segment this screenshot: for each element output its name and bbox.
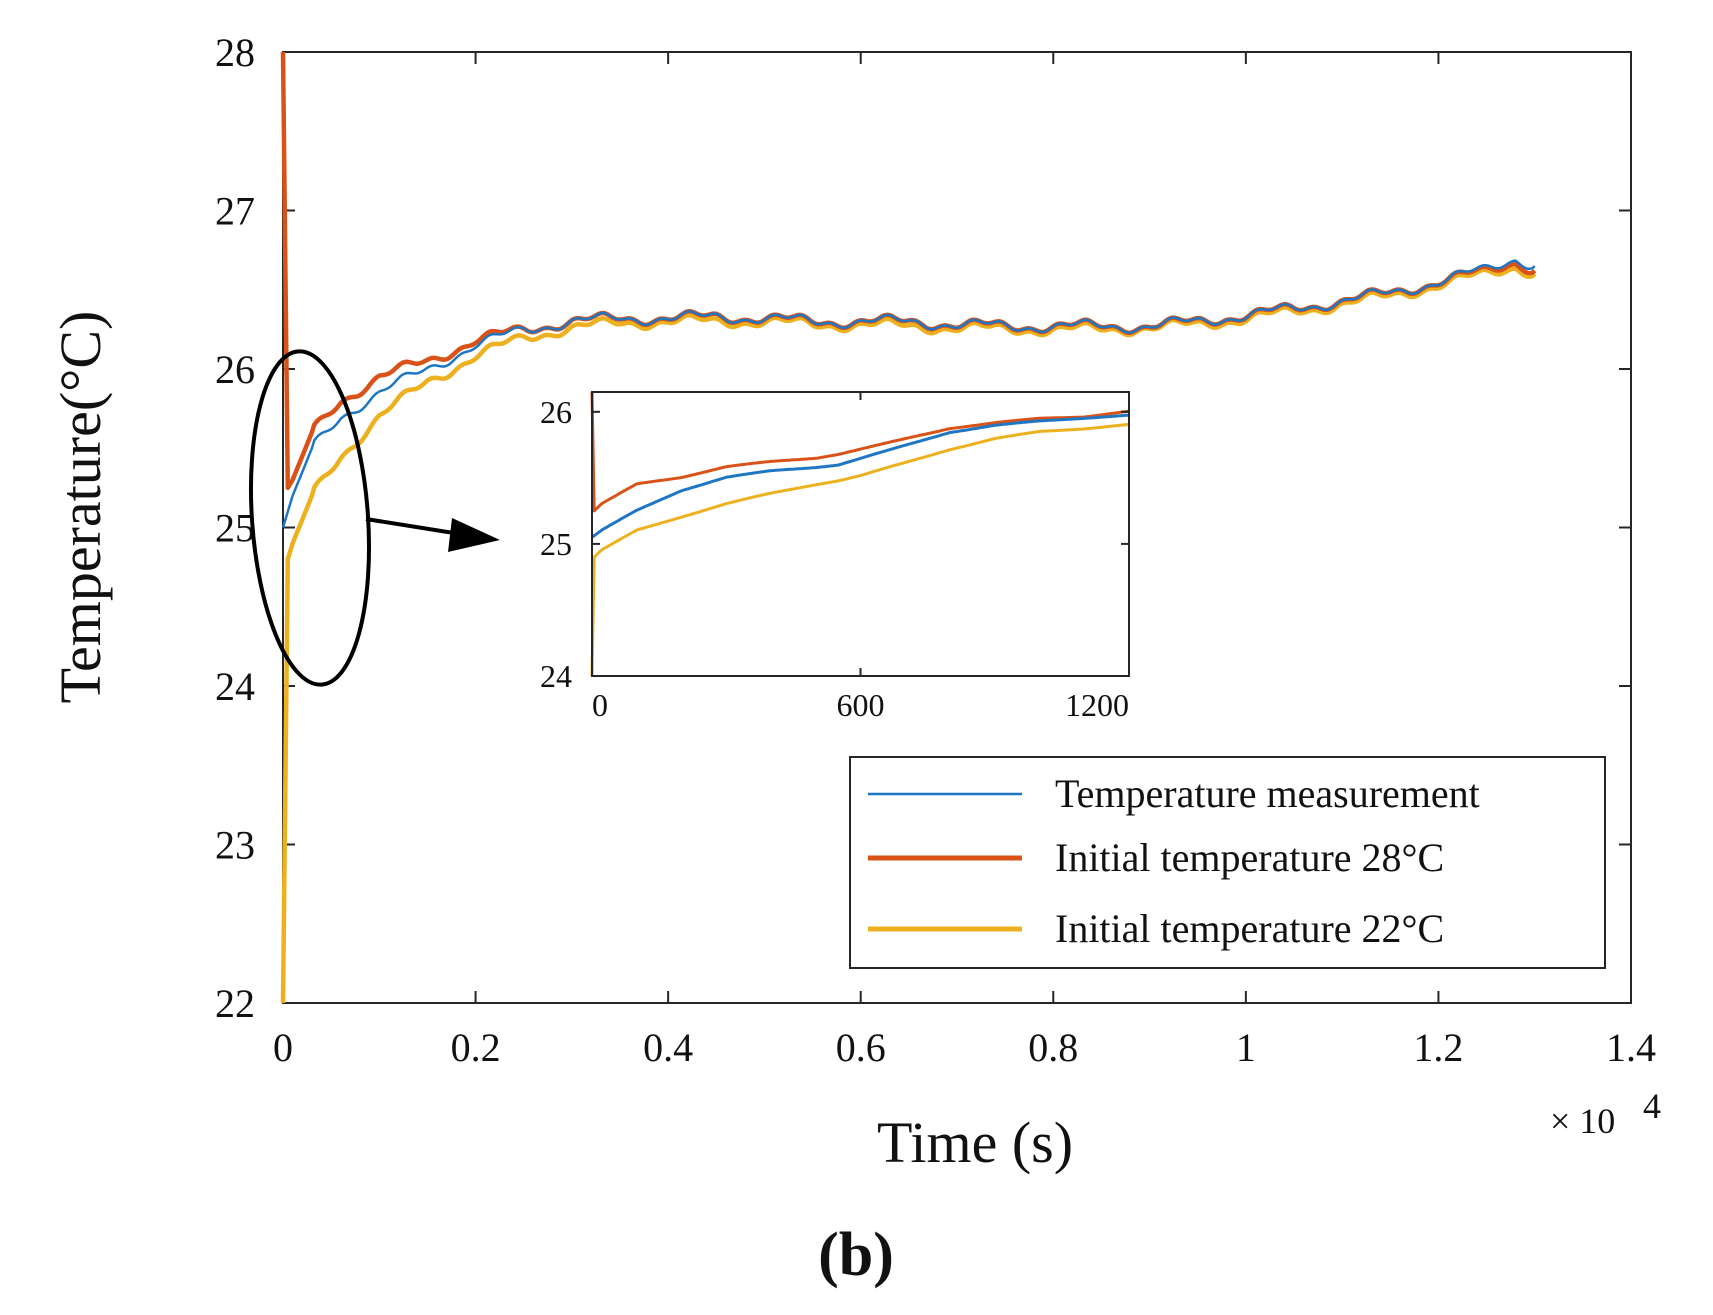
inset-y-tick-label: 24 xyxy=(540,658,572,694)
inset-y-tick-label: 26 xyxy=(540,394,572,430)
y-tick-label: 26 xyxy=(215,347,255,392)
y-tick-label: 23 xyxy=(215,823,255,868)
x-tick-label: 1 xyxy=(1236,1025,1256,1070)
inset-x-tick-label: 0 xyxy=(592,687,608,723)
zoom-arrow-shaft xyxy=(365,517,461,536)
panel-label: (b) xyxy=(818,1221,894,1289)
y-tick-label: 27 xyxy=(215,189,255,234)
zoom-arrow-head xyxy=(448,518,500,552)
legend-box xyxy=(849,756,1606,969)
inset-line-22c xyxy=(590,423,1130,677)
series-line-measurement xyxy=(281,259,1536,528)
x-tick-label: 1.4 xyxy=(1606,1025,1656,1070)
y-tick-label: 28 xyxy=(215,30,255,75)
legend: Temperature measurement Initial temperat… xyxy=(849,756,1606,969)
x-tick-label: 0.6 xyxy=(836,1025,886,1070)
legend-label-28c: Initial temperature 28°C xyxy=(1055,835,1444,880)
inset-line-measurement xyxy=(591,413,1130,539)
y-tick-label: 24 xyxy=(215,664,255,709)
x-tick-label: 0.4 xyxy=(643,1025,693,1070)
inset-line-28c xyxy=(590,391,1130,513)
legend-label-measurement: Temperature measurement xyxy=(1055,771,1480,816)
x-tick-label: 0.8 xyxy=(1028,1025,1078,1070)
inset-background xyxy=(592,392,1129,676)
x-exponent-power: 4 xyxy=(1643,1086,1661,1126)
series-line-22c xyxy=(280,266,1537,1004)
inset-x-tick-label: 1200 xyxy=(1065,687,1129,723)
x-tick-label: 1.2 xyxy=(1413,1025,1463,1070)
x-tick-label: 0 xyxy=(273,1025,293,1070)
zoom-ellipse xyxy=(248,349,372,687)
inset-y-tick-label: 25 xyxy=(540,526,572,562)
x-exponent-label: × 10 xyxy=(1550,1101,1615,1141)
y-tick-label: 22 xyxy=(215,981,255,1026)
inset-x-tick-label: 600 xyxy=(837,687,885,723)
x-axis-title: Time (s) xyxy=(877,1110,1073,1175)
legend-label-22c: Initial temperature 22°C xyxy=(1055,906,1444,951)
y-axis-title: Temperature(°C) xyxy=(48,311,113,704)
x-tick-label: 0.2 xyxy=(451,1025,501,1070)
y-tick-label: 25 xyxy=(215,506,255,551)
